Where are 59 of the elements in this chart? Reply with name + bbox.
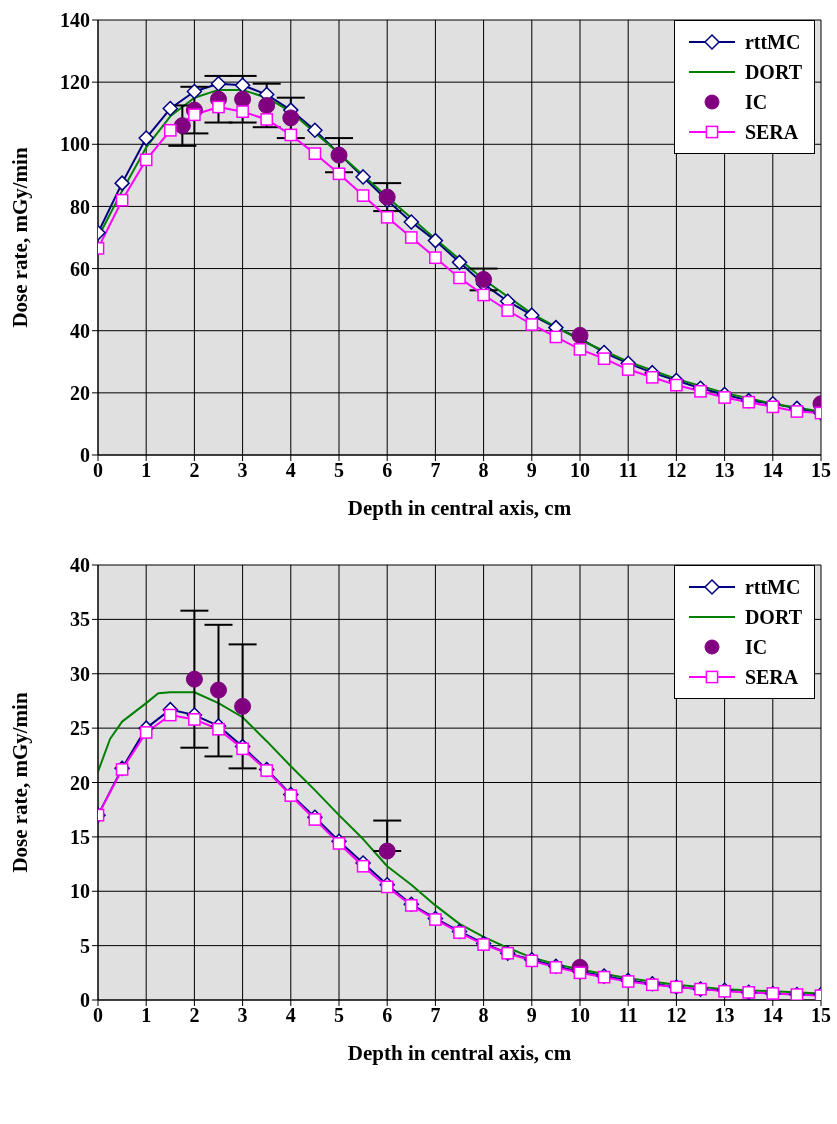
y-tick-label: 60 bbox=[70, 257, 90, 280]
y-tick-label: 40 bbox=[70, 554, 90, 577]
legend-label: rttMC bbox=[744, 575, 801, 599]
y-tick-label: 100 bbox=[60, 133, 90, 156]
y-tick-label: 35 bbox=[70, 608, 90, 631]
x-axis-title: Depth in central axis, cm bbox=[347, 496, 572, 520]
x-axis-title: Depth in central axis, cm bbox=[347, 1041, 572, 1065]
legend-label: SERA bbox=[744, 120, 799, 144]
x-tick-label: 6 bbox=[382, 459, 393, 482]
x-tick-label: 4 bbox=[285, 1004, 296, 1027]
x-tick-label: 7 bbox=[430, 459, 441, 482]
x-tick-label: 15 bbox=[811, 459, 831, 482]
legend-label: SERA bbox=[744, 665, 799, 689]
x-tick-label: 5 bbox=[334, 1004, 344, 1027]
x-tick-label: 9 bbox=[526, 1004, 537, 1027]
y-tick-label: 20 bbox=[70, 771, 90, 794]
x-tick-label: 12 bbox=[666, 459, 687, 482]
x-tick-label: 14 bbox=[762, 459, 783, 482]
y-tick-label: 15 bbox=[70, 825, 90, 848]
y-tick-label: 20 bbox=[70, 381, 90, 404]
y-tick-label: 40 bbox=[70, 319, 90, 342]
y-tick-label: 80 bbox=[70, 195, 90, 218]
legend-label: IC bbox=[744, 635, 768, 659]
x-tick-label: 8 bbox=[478, 1004, 489, 1027]
x-tick-label: 13 bbox=[714, 459, 735, 482]
legend-label: IC bbox=[744, 90, 768, 114]
y-tick-label: 30 bbox=[70, 662, 90, 685]
x-tick-label: 5 bbox=[334, 459, 344, 482]
legend-label: DORT bbox=[744, 60, 802, 84]
x-tick-label: 13 bbox=[714, 1004, 735, 1027]
y-tick-label: 25 bbox=[70, 717, 90, 740]
x-tick-label: 15 bbox=[811, 1004, 831, 1027]
y-tick-label: 5 bbox=[80, 934, 90, 957]
x-tick-label: 4 bbox=[285, 459, 296, 482]
x-tick-label: 11 bbox=[618, 1004, 638, 1027]
x-tick-label: 10 bbox=[570, 459, 590, 482]
x-tick-label: 1 bbox=[141, 459, 152, 482]
x-tick-label: 2 bbox=[189, 459, 200, 482]
y-tick-label: 120 bbox=[60, 71, 90, 94]
x-tick-label: 2 bbox=[189, 1004, 200, 1027]
legend-label: rttMC bbox=[744, 30, 801, 54]
x-tick-label: 12 bbox=[666, 1004, 687, 1027]
y-tick-label: 0 bbox=[80, 989, 90, 1012]
y-tick-label: 10 bbox=[70, 880, 90, 903]
x-tick-label: 3 bbox=[237, 1004, 248, 1027]
y-axis-title: Dose rate, mGy/min bbox=[8, 147, 33, 328]
legend-label: DORT bbox=[744, 605, 802, 629]
y-tick-label: 140 bbox=[60, 9, 90, 32]
x-tick-label: 10 bbox=[570, 1004, 590, 1027]
x-tick-label: 7 bbox=[430, 1004, 441, 1027]
x-tick-label: 8 bbox=[478, 459, 489, 482]
x-tick-label: 6 bbox=[382, 1004, 393, 1027]
x-tick-label: 14 bbox=[762, 1004, 783, 1027]
x-tick-label: 11 bbox=[618, 459, 638, 482]
y-axis-title: Dose rate, mGy/min bbox=[8, 692, 33, 873]
x-tick-label: 9 bbox=[526, 459, 537, 482]
x-tick-label: 1 bbox=[141, 1004, 152, 1027]
x-tick-label: 3 bbox=[237, 459, 248, 482]
y-tick-label: 0 bbox=[80, 444, 90, 467]
